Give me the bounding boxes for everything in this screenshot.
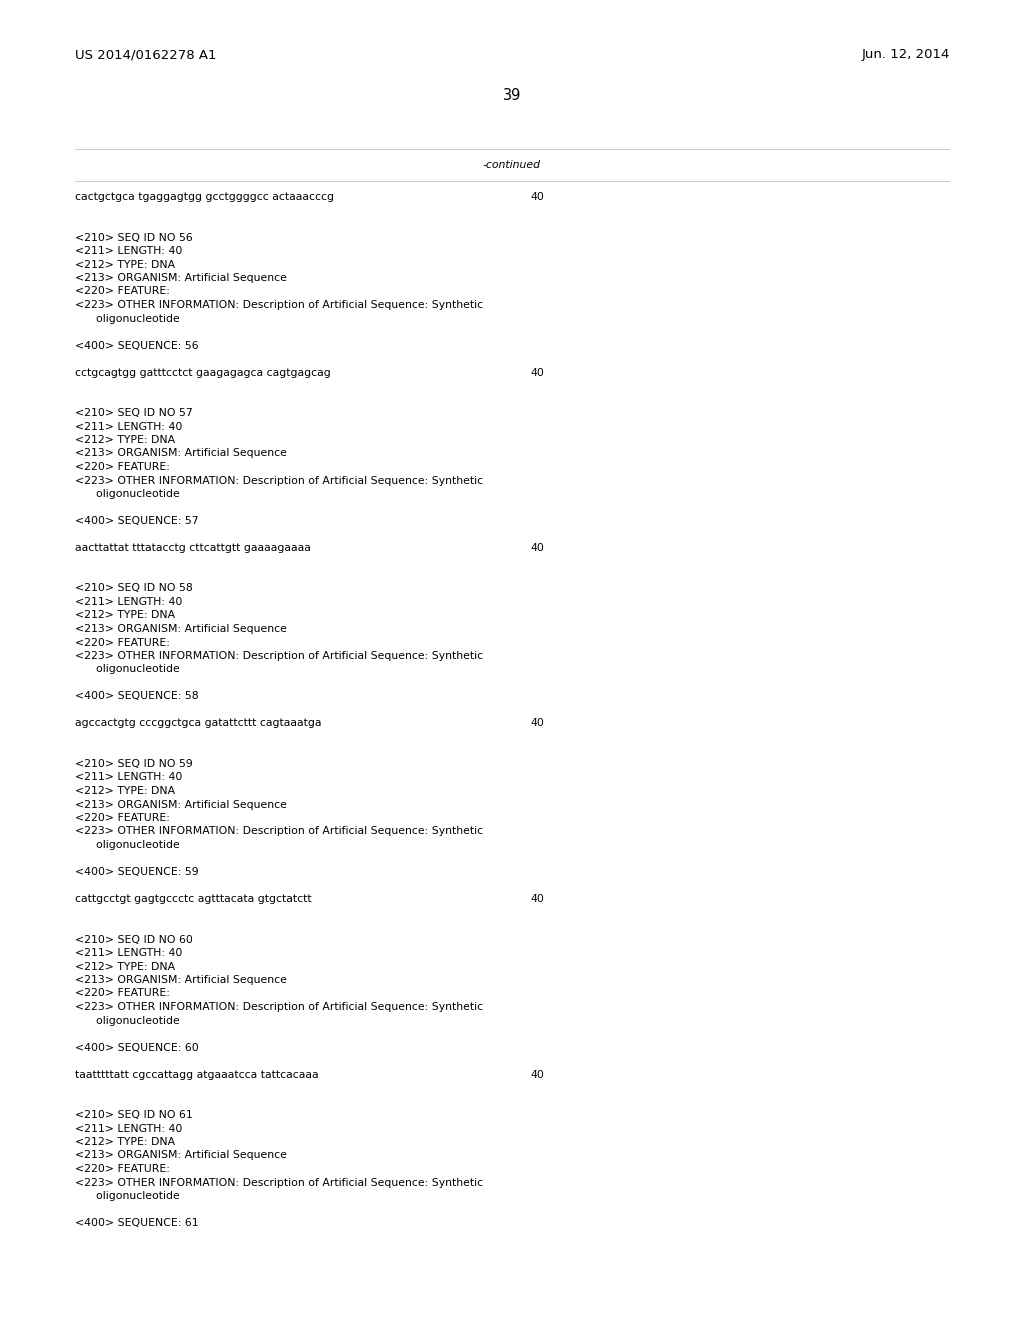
Text: <211> LENGTH: 40: <211> LENGTH: 40 [75,948,182,958]
Text: oligonucleotide: oligonucleotide [75,840,180,850]
Text: <212> TYPE: DNA: <212> TYPE: DNA [75,260,175,269]
Text: <210> SEQ ID NO 61: <210> SEQ ID NO 61 [75,1110,193,1119]
Text: <223> OTHER INFORMATION: Description of Artificial Sequence: Synthetic: <223> OTHER INFORMATION: Description of … [75,1002,483,1012]
Text: <212> TYPE: DNA: <212> TYPE: DNA [75,610,175,620]
Text: US 2014/0162278 A1: US 2014/0162278 A1 [75,48,216,61]
Text: Jun. 12, 2014: Jun. 12, 2014 [861,48,950,61]
Text: <211> LENGTH: 40: <211> LENGTH: 40 [75,772,182,783]
Text: oligonucleotide: oligonucleotide [75,664,180,675]
Text: <220> FEATURE:: <220> FEATURE: [75,1164,170,1173]
Text: 40: 40 [530,718,544,729]
Text: <400> SEQUENCE: 59: <400> SEQUENCE: 59 [75,867,199,876]
Text: oligonucleotide: oligonucleotide [75,1015,180,1026]
Text: 40: 40 [530,367,544,378]
Text: <212> TYPE: DNA: <212> TYPE: DNA [75,961,175,972]
Text: <212> TYPE: DNA: <212> TYPE: DNA [75,785,175,796]
Text: 40: 40 [530,191,544,202]
Text: <213> ORGANISM: Artificial Sequence: <213> ORGANISM: Artificial Sequence [75,449,287,458]
Text: <220> FEATURE:: <220> FEATURE: [75,813,170,822]
Text: <210> SEQ ID NO 58: <210> SEQ ID NO 58 [75,583,193,594]
Text: taatttttatt cgccattagg atgaaatcca tattcacaaa: taatttttatt cgccattagg atgaaatcca tattca… [75,1069,318,1080]
Text: <211> LENGTH: 40: <211> LENGTH: 40 [75,1123,182,1134]
Text: <400> SEQUENCE: 57: <400> SEQUENCE: 57 [75,516,199,525]
Text: 40: 40 [530,894,544,904]
Text: <220> FEATURE:: <220> FEATURE: [75,638,170,648]
Text: 39: 39 [503,88,521,103]
Text: <400> SEQUENCE: 60: <400> SEQUENCE: 60 [75,1043,199,1052]
Text: <223> OTHER INFORMATION: Description of Artificial Sequence: Synthetic: <223> OTHER INFORMATION: Description of … [75,1177,483,1188]
Text: 40: 40 [530,543,544,553]
Text: <220> FEATURE:: <220> FEATURE: [75,286,170,297]
Text: oligonucleotide: oligonucleotide [75,488,180,499]
Text: <220> FEATURE:: <220> FEATURE: [75,462,170,473]
Text: <223> OTHER INFORMATION: Description of Artificial Sequence: Synthetic: <223> OTHER INFORMATION: Description of … [75,651,483,661]
Text: <211> LENGTH: 40: <211> LENGTH: 40 [75,421,182,432]
Text: <213> ORGANISM: Artificial Sequence: <213> ORGANISM: Artificial Sequence [75,624,287,634]
Text: <213> ORGANISM: Artificial Sequence: <213> ORGANISM: Artificial Sequence [75,975,287,985]
Text: <212> TYPE: DNA: <212> TYPE: DNA [75,1137,175,1147]
Text: <213> ORGANISM: Artificial Sequence: <213> ORGANISM: Artificial Sequence [75,800,287,809]
Text: <223> OTHER INFORMATION: Description of Artificial Sequence: Synthetic: <223> OTHER INFORMATION: Description of … [75,475,483,486]
Text: <223> OTHER INFORMATION: Description of Artificial Sequence: Synthetic: <223> OTHER INFORMATION: Description of … [75,826,483,837]
Text: cctgcagtgg gatttcctct gaagagagca cagtgagcag: cctgcagtgg gatttcctct gaagagagca cagtgag… [75,367,331,378]
Text: <220> FEATURE:: <220> FEATURE: [75,989,170,998]
Text: <400> SEQUENCE: 61: <400> SEQUENCE: 61 [75,1218,199,1228]
Text: <211> LENGTH: 40: <211> LENGTH: 40 [75,246,182,256]
Text: aacttattat tttatacctg cttcattgtt gaaaagaaaa: aacttattat tttatacctg cttcattgtt gaaaaga… [75,543,311,553]
Text: agccactgtg cccggctgca gatattcttt cagtaaatga: agccactgtg cccggctgca gatattcttt cagtaaa… [75,718,322,729]
Text: -continued: -continued [483,160,541,170]
Text: cactgctgca tgaggagtgg gcctggggcc actaaacccg: cactgctgca tgaggagtgg gcctggggcc actaaac… [75,191,334,202]
Text: <400> SEQUENCE: 58: <400> SEQUENCE: 58 [75,692,199,701]
Text: <213> ORGANISM: Artificial Sequence: <213> ORGANISM: Artificial Sequence [75,1151,287,1160]
Text: <210> SEQ ID NO 59: <210> SEQ ID NO 59 [75,759,193,770]
Text: <210> SEQ ID NO 56: <210> SEQ ID NO 56 [75,232,193,243]
Text: <210> SEQ ID NO 57: <210> SEQ ID NO 57 [75,408,193,418]
Text: <211> LENGTH: 40: <211> LENGTH: 40 [75,597,182,607]
Text: oligonucleotide: oligonucleotide [75,1191,180,1201]
Text: <400> SEQUENCE: 56: <400> SEQUENCE: 56 [75,341,199,351]
Text: cattgcctgt gagtgccctc agtttacata gtgctatctt: cattgcctgt gagtgccctc agtttacata gtgctat… [75,894,311,904]
Text: <210> SEQ ID NO 60: <210> SEQ ID NO 60 [75,935,193,945]
Text: oligonucleotide: oligonucleotide [75,314,180,323]
Text: 40: 40 [530,1069,544,1080]
Text: <212> TYPE: DNA: <212> TYPE: DNA [75,436,175,445]
Text: <223> OTHER INFORMATION: Description of Artificial Sequence: Synthetic: <223> OTHER INFORMATION: Description of … [75,300,483,310]
Text: <213> ORGANISM: Artificial Sequence: <213> ORGANISM: Artificial Sequence [75,273,287,282]
